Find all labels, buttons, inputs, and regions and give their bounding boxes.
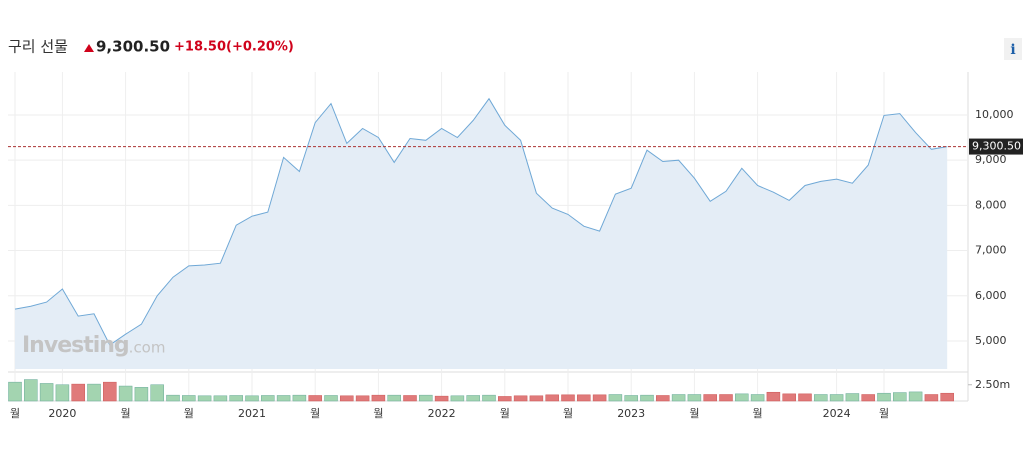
volume-bar (403, 395, 417, 402)
volume-bar (324, 395, 338, 402)
y-tick-label: 9,000 (975, 153, 1007, 166)
volume-bar (766, 391, 781, 402)
volume-bar (355, 395, 370, 402)
volume-bar (640, 394, 654, 402)
area (15, 98, 948, 369)
volume-bar (782, 393, 796, 402)
volume-bar (261, 395, 275, 402)
volume-bar (118, 385, 133, 402)
info-button[interactable] (1004, 38, 1022, 60)
x-tick-label: 월 (373, 407, 383, 420)
volume-bar (940, 392, 954, 402)
volume-bar (861, 394, 875, 402)
info-icon[interactable]: i (1010, 42, 1015, 58)
volume-bar (8, 381, 22, 402)
volume-bar (719, 394, 733, 402)
volume-bar (498, 396, 512, 402)
x-tick-label: 2021 (238, 407, 266, 420)
up-arrow (84, 44, 94, 52)
volume-bar (276, 395, 291, 402)
x-tick-label: 월 (500, 407, 510, 420)
volume-bar (908, 391, 923, 402)
volume-bar (577, 394, 591, 402)
volume-bar (687, 394, 702, 402)
volume-bar (845, 393, 860, 402)
volume-bar (197, 395, 212, 402)
last-price-label: 9,300.50 (972, 140, 1021, 153)
volume-bar (387, 394, 401, 402)
volume-bar (513, 395, 528, 402)
volume-bar (419, 394, 433, 402)
volume-bar (24, 379, 38, 402)
change-percent: (+0.20%) (226, 40, 294, 55)
volume-bar (656, 395, 670, 402)
volume-bar (308, 395, 322, 402)
volume-bar (292, 394, 307, 402)
volume-bar (877, 392, 891, 402)
volume-bar (229, 395, 243, 402)
y-tick-label: 6,000 (975, 289, 1007, 302)
volume-bar (482, 394, 496, 402)
volume-bar (703, 394, 717, 402)
x-tick-label: 2024 (823, 407, 851, 420)
x-tick-label: 2022 (428, 407, 456, 420)
x-tick-label: 월 (689, 407, 699, 420)
y-tick-label: 7,000 (975, 244, 1007, 257)
x-tick-label: 월 (563, 407, 573, 420)
x-tick-label: 월 (310, 407, 320, 420)
volume-bar (466, 395, 480, 402)
watermark-suffix: .com (129, 339, 166, 357)
volume-bar (814, 394, 828, 402)
volume-bar (608, 394, 623, 402)
volume-bar (134, 387, 149, 402)
volume-bar (371, 394, 386, 402)
volume-bar (434, 395, 449, 402)
volume-bar (750, 394, 765, 402)
x-tick-label: 월 (10, 407, 20, 420)
volume-bar (182, 395, 196, 402)
x-tick-label: 2020 (48, 407, 76, 420)
volume-bar (450, 395, 465, 402)
volume-bar (39, 383, 54, 402)
volume-bar (735, 393, 749, 402)
volume-bar (829, 394, 844, 402)
volume-bar (798, 393, 812, 402)
price-line (14, 97, 948, 346)
last-price-box (969, 138, 1023, 155)
volume-bar (150, 384, 164, 402)
x-tick-label: 2023 (617, 407, 645, 420)
volume-bar (529, 395, 544, 402)
volume-bar (55, 384, 70, 402)
chart-title: 구리 선물 (8, 38, 68, 56)
x-tick-label: 월 (879, 407, 889, 420)
volume-bar (213, 395, 228, 402)
y-tick-label: 2.50m (975, 378, 1010, 391)
y-tick-label: 10,000 (975, 108, 1014, 121)
x-tick-label: 월 (121, 407, 131, 420)
y-tick-label: 8,000 (975, 198, 1007, 211)
volume-bar (893, 392, 907, 402)
price: 9,300.50 (96, 38, 170, 56)
volume-bar (103, 381, 117, 402)
x-tick-label: 월 (184, 407, 194, 420)
volume-bar (166, 394, 180, 402)
y-tick-label: 5,000 (975, 334, 1007, 347)
volume-bar (561, 394, 575, 402)
volume-bar (624, 395, 638, 402)
volume-bar (671, 394, 686, 402)
volume-bar (245, 395, 259, 402)
watermark: Investing (22, 333, 129, 358)
volume-bar (924, 394, 939, 402)
volume-bar (340, 395, 354, 402)
volume-bar (71, 383, 85, 402)
volume-bar (592, 394, 607, 402)
x-tick-label: 월 (753, 407, 763, 420)
volume-bar (545, 394, 559, 402)
change: +18.50 (174, 40, 226, 55)
volume-bar (87, 383, 101, 402)
